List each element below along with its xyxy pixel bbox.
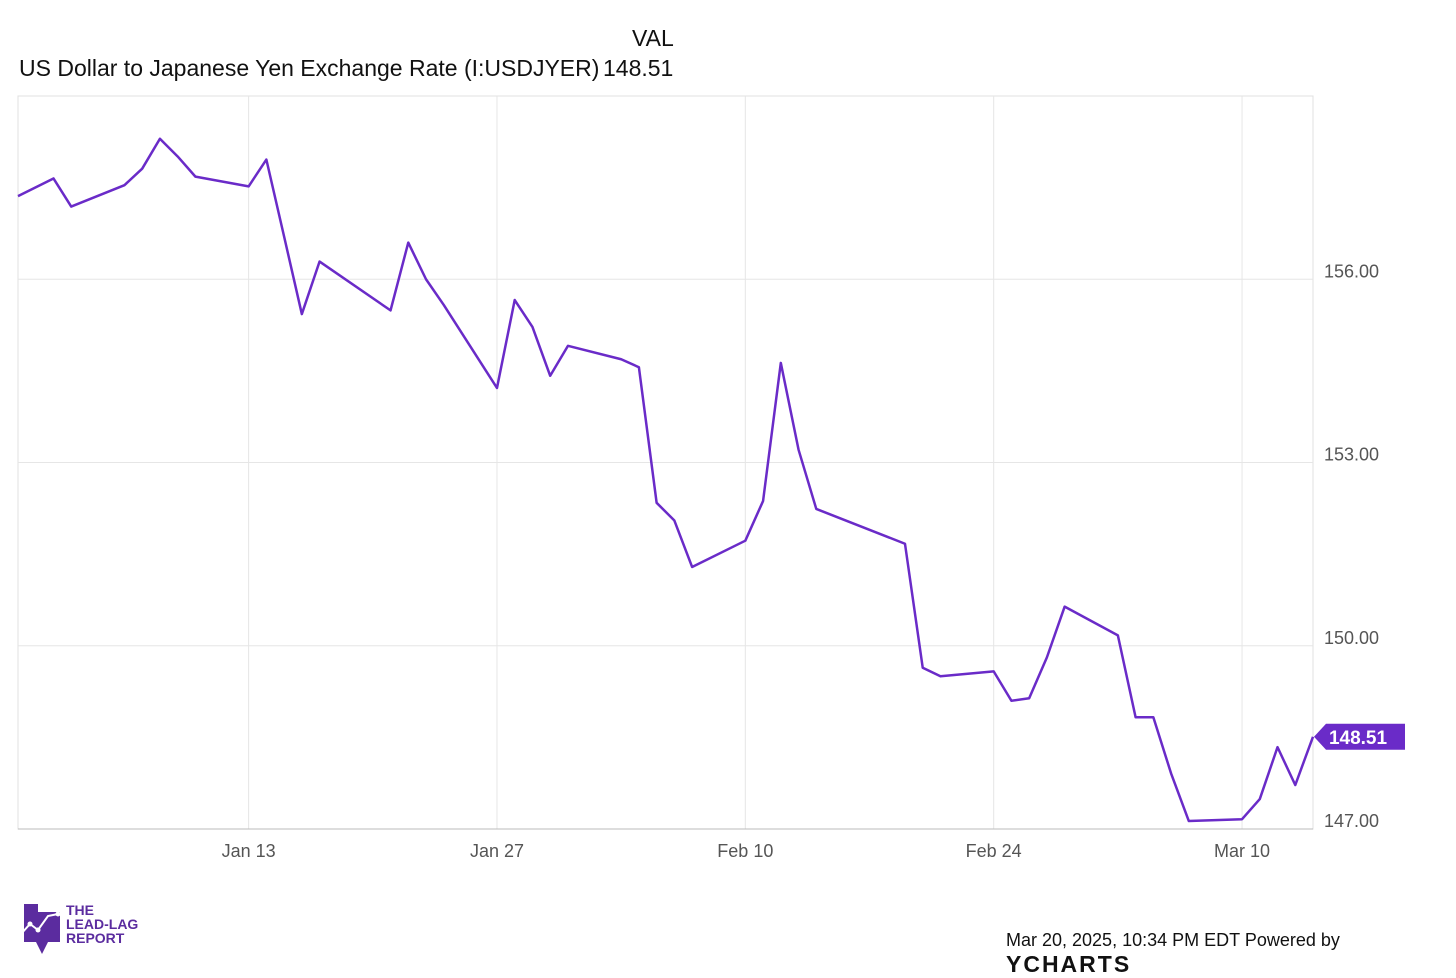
timestamp: Mar 20, 2025, 10:34 PM EDT: [1006, 930, 1240, 950]
powered-by: Powered by: [1244, 930, 1340, 950]
y-tick-label: 147.00: [1324, 811, 1379, 831]
legend-column-header: VAL: [632, 25, 674, 51]
logo-text: THE LEAD-LAG REPORT: [66, 903, 138, 945]
y-tick-label: 156.00: [1324, 261, 1379, 281]
lead-lag-logo-icon: [18, 904, 61, 954]
x-tick-label: Feb 10: [717, 841, 773, 861]
legend-series-name: US Dollar to Japanese Yen Exchange Rate …: [19, 55, 600, 81]
logo-line: LEAD-LAG: [66, 916, 139, 932]
logo-line: REPORT: [66, 930, 125, 946]
ycharts-logo[interactable]: YCHARTS: [1006, 951, 1132, 977]
x-tick-label: Mar 10: [1214, 841, 1270, 861]
logo-line: THE: [66, 902, 94, 918]
last-value-label: 148.51: [1329, 728, 1388, 749]
y-tick-label: 153.00: [1324, 445, 1379, 465]
x-tick-label: Feb 24: [966, 841, 1022, 861]
last-value-badge: [1314, 723, 1405, 750]
y-tick-label: 150.00: [1324, 628, 1379, 648]
x-tick-label: Jan 13: [222, 841, 276, 861]
footer: Mar 20, 2025, 10:34 PM EDT Powered by YC…: [1006, 930, 1456, 978]
line-chart: 156.00 153.00 150.00 147.00 Jan 13 Jan 27 Feb …: [17, 95, 1405, 861]
series-line: [17, 137, 1315, 823]
x-tick-label: Jan 27: [470, 841, 524, 861]
legend-value: 148.51: [603, 55, 674, 81]
